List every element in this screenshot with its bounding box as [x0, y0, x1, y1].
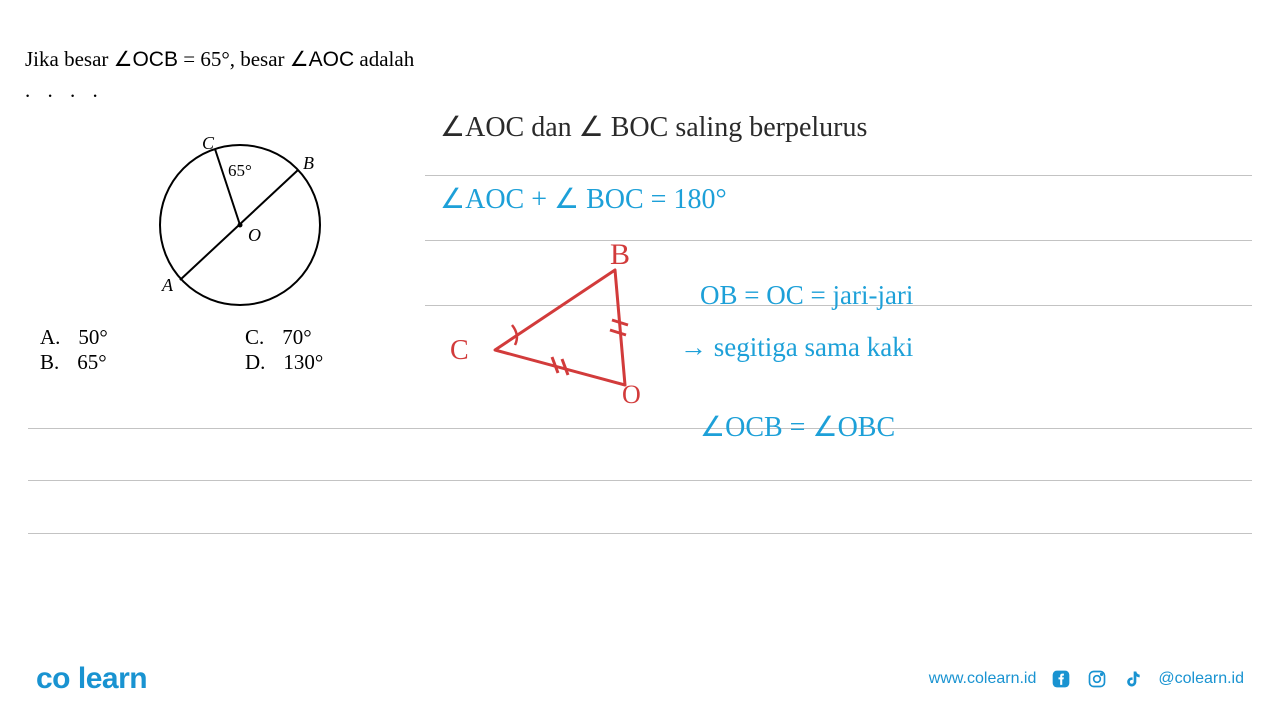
q-eq: = 65°, besar: [178, 47, 290, 71]
footer-url: www.colearn.id: [929, 670, 1037, 688]
ruled-line: [425, 240, 1252, 241]
opt-a-letter: A.: [40, 325, 60, 350]
work-line2: ∠AOC + ∠ BOC = 180°: [440, 182, 727, 216]
brand-logo: co learn: [36, 662, 147, 696]
logo-part1: co: [36, 662, 70, 695]
option-a: A. 50°: [40, 325, 130, 350]
label-a: A: [162, 275, 173, 296]
footer-handle: @colearn.id: [1158, 670, 1244, 688]
triangle-sketch: [460, 245, 690, 415]
work-line1: ∠AOC dan ∠ BOC saling berpelurus: [440, 110, 867, 144]
option-b: B. 65°: [40, 350, 130, 375]
opt-c-val: 70°: [282, 325, 311, 350]
opt-c-letter: C.: [245, 325, 264, 350]
opt-d-val: 130°: [283, 350, 323, 375]
work-line3: ∠OCB = ∠OBC: [700, 410, 895, 444]
q-angle2: ∠AOC: [290, 48, 354, 71]
work-note1: OB = OC = jari-jari: [700, 280, 913, 311]
question-text: Jika besar ∠OCB = 65°, besar ∠AOC adalah: [25, 45, 445, 74]
footer: co learn www.colearn.id @colearn.id: [0, 662, 1280, 696]
ruled-line: [425, 175, 1252, 176]
q-suffix: adalah: [354, 47, 414, 71]
logo-part2: learn: [78, 662, 147, 695]
opt-b-val: 65°: [77, 350, 106, 375]
footer-right: www.colearn.id @colearn.id: [929, 668, 1244, 690]
question-block: Jika besar ∠OCB = 65°, besar ∠AOC adalah…: [25, 45, 445, 103]
sketch-label-o: O: [622, 380, 641, 410]
q-prefix: Jika besar: [25, 47, 114, 71]
sketch-label-c: C: [450, 335, 469, 367]
label-o: O: [248, 225, 261, 246]
opt-d-letter: D.: [245, 350, 265, 375]
ruled-line: [425, 305, 1252, 306]
ruled-line: [28, 480, 1252, 481]
q-angle1: ∠OCB: [114, 48, 178, 71]
opt-b-letter: B.: [40, 350, 59, 375]
question-dots: . . . .: [25, 78, 445, 103]
work-note2: → segitiga sama kaki: [680, 332, 913, 363]
angle-65: 65°: [228, 161, 252, 181]
facebook-icon: [1050, 668, 1072, 690]
ruled-line: [28, 533, 1252, 534]
tiktok-icon: [1122, 668, 1144, 690]
answer-options: A. 50° C. 70° B. 65° D. 130°: [40, 325, 335, 375]
circle-diagram: C B O A 65°: [140, 125, 340, 325]
label-c: C: [202, 133, 214, 154]
sketch-label-b: B: [610, 238, 630, 272]
opt-a-val: 50°: [78, 325, 107, 350]
option-d: D. 130°: [245, 350, 335, 375]
option-c: C. 70°: [245, 325, 335, 350]
label-b: B: [303, 153, 314, 174]
ruled-line: [28, 428, 1252, 429]
instagram-icon: [1086, 668, 1108, 690]
